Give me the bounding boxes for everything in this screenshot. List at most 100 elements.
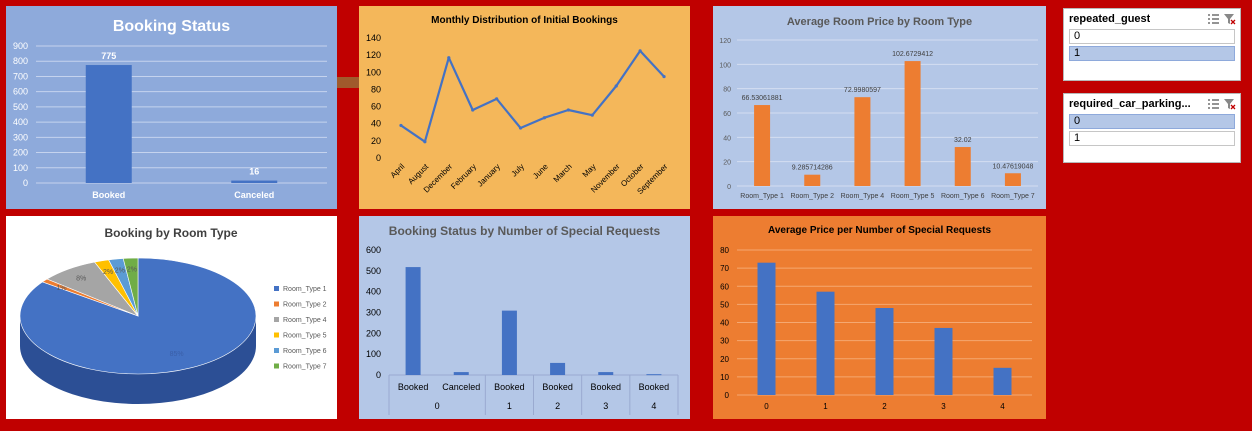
y-tick-label: 500 [13,102,28,112]
y-tick-label: 40 [720,319,729,328]
x-tick-label: February [449,162,478,191]
y-tick-label: 120 [719,38,731,45]
y-tick-label: 40 [371,119,381,129]
y-tick-label: 0 [376,370,381,380]
group-label: 1 [507,401,512,411]
y-tick-label: 60 [371,102,381,112]
point [566,108,570,112]
x-tick-label: May [581,162,598,179]
multi-select-icon[interactable] [1207,13,1220,25]
slicer-item-0[interactable]: 0 [1069,29,1235,44]
data-label: 8% [76,276,86,283]
legend-swatch [274,348,279,353]
multi-select-icon[interactable] [1207,98,1220,110]
y-tick-label: 70 [720,264,729,273]
data-label: 10.47619048 [992,163,1033,170]
data-label: 85% [170,351,184,358]
data-label: 32.02 [954,137,972,144]
slicer-title: required_car_parking... [1069,98,1191,110]
x-tick-label: 1 [823,402,828,411]
data-label: 16 [249,167,259,177]
y-tick-label: 200 [366,328,381,338]
x-tick-label: April [389,162,407,180]
y-tick-label: 300 [366,308,381,318]
pie-side [20,316,256,404]
y-tick-label: 20 [371,136,381,146]
y-tick-label: 40 [723,135,731,142]
bar [453,372,469,375]
x-tick-label: Booked [590,382,621,392]
data-label: 72.9980597 [844,87,881,94]
y-tick-label: 120 [366,50,381,60]
x-tick-label: Room_Type 1 [740,193,784,200]
y-tick-label: 100 [366,67,381,77]
booking-by-room-type-chart: Booking by Room Type 85% 1% 8% 2% 2% 2% Room_Ty… [6,216,337,419]
chart-svg: Monthly Distribution of Initial Bookings… [366,15,670,196]
y-tick-label: 0 [23,178,28,188]
y-tick-label: 10 [720,373,729,382]
y-tick-label: 0 [725,391,730,400]
y-tick-label: 80 [371,84,381,94]
y-tick-label: 600 [13,87,28,97]
point [638,49,642,53]
x-tick-label: 3 [941,402,946,411]
y-tick-label: 140 [366,33,381,43]
y-tick-label: 20 [720,355,729,364]
chart-title: Booking Status by Number of Special Requ… [389,224,661,238]
chart-svg: Booking Status 0 100 200 300 400 500 600 700 800 9… [13,18,327,200]
slicer-repeated-guest[interactable]: repeated_guest 0 1 [1063,8,1241,81]
y-tick-label: 400 [366,287,381,297]
x-tick-label: Room_Type 5 [891,193,935,200]
bar [854,97,871,186]
legend-label: Room_Type 5 [283,333,327,340]
legend-swatch [274,332,279,338]
slicer-required-car-parking[interactable]: required_car_parking... 0 1 [1063,93,1241,163]
x-tick-label: 2 [882,402,887,411]
x-tick-label: June [531,162,550,181]
status-by-special-requests-chart: Booking Status by Number of Special Requ… [359,216,690,419]
y-tick-label: 700 [13,71,28,81]
bar [501,310,517,375]
x-tick-label: 0 [764,402,769,411]
point [662,74,666,79]
bar [405,267,421,375]
series-line [400,49,665,143]
slicer-item-0[interactable]: 0 [1069,114,1235,129]
chart-title: Average Room Price by Room Type [787,16,972,28]
group-label: 3 [603,401,608,411]
x-tick-label: Booked [542,382,573,392]
y-tick-label: 800 [13,56,28,66]
point [423,140,427,144]
x-tick-label: March [552,162,574,184]
clear-filter-icon[interactable] [1223,13,1236,25]
group-label: 2 [555,401,560,411]
clear-filter-icon[interactable] [1223,98,1236,110]
y-tick-label: 500 [366,266,381,276]
group-label: 4 [651,401,656,411]
legend-swatch [274,363,279,369]
chart-title: Monthly Distribution of Initial Bookings [431,15,618,26]
y-tick-label: 400 [13,117,28,127]
bar [993,367,1012,395]
data-label: 2% [127,267,137,274]
slicer-item-1[interactable]: 1 [1069,46,1235,61]
y-tick-label: 300 [13,132,28,142]
x-tick-label: Room_Type 2 [790,193,834,200]
chart-title: Booking by Room Type [104,226,237,240]
y-tick-label: 50 [720,300,729,309]
point [542,116,547,120]
y-tick-label: 80 [723,87,731,94]
chart-svg: Average Room Price by Room Type 0 20 40 60 80… [719,16,1038,200]
x-tick-label: Room_Type 4 [841,193,885,200]
data-label: 102.6729412 [892,51,933,58]
bar [646,374,662,376]
x-tick-label: Room_Type 7 [991,193,1035,200]
y-tick-label: 100 [719,62,731,69]
x-tick-label: Booked [639,382,670,392]
slicer-item-1[interactable]: 1 [1069,131,1235,146]
bar [1004,173,1021,186]
y-tick-label: 100 [13,163,28,173]
bar [754,105,771,186]
bar [904,61,921,186]
point [590,113,594,117]
